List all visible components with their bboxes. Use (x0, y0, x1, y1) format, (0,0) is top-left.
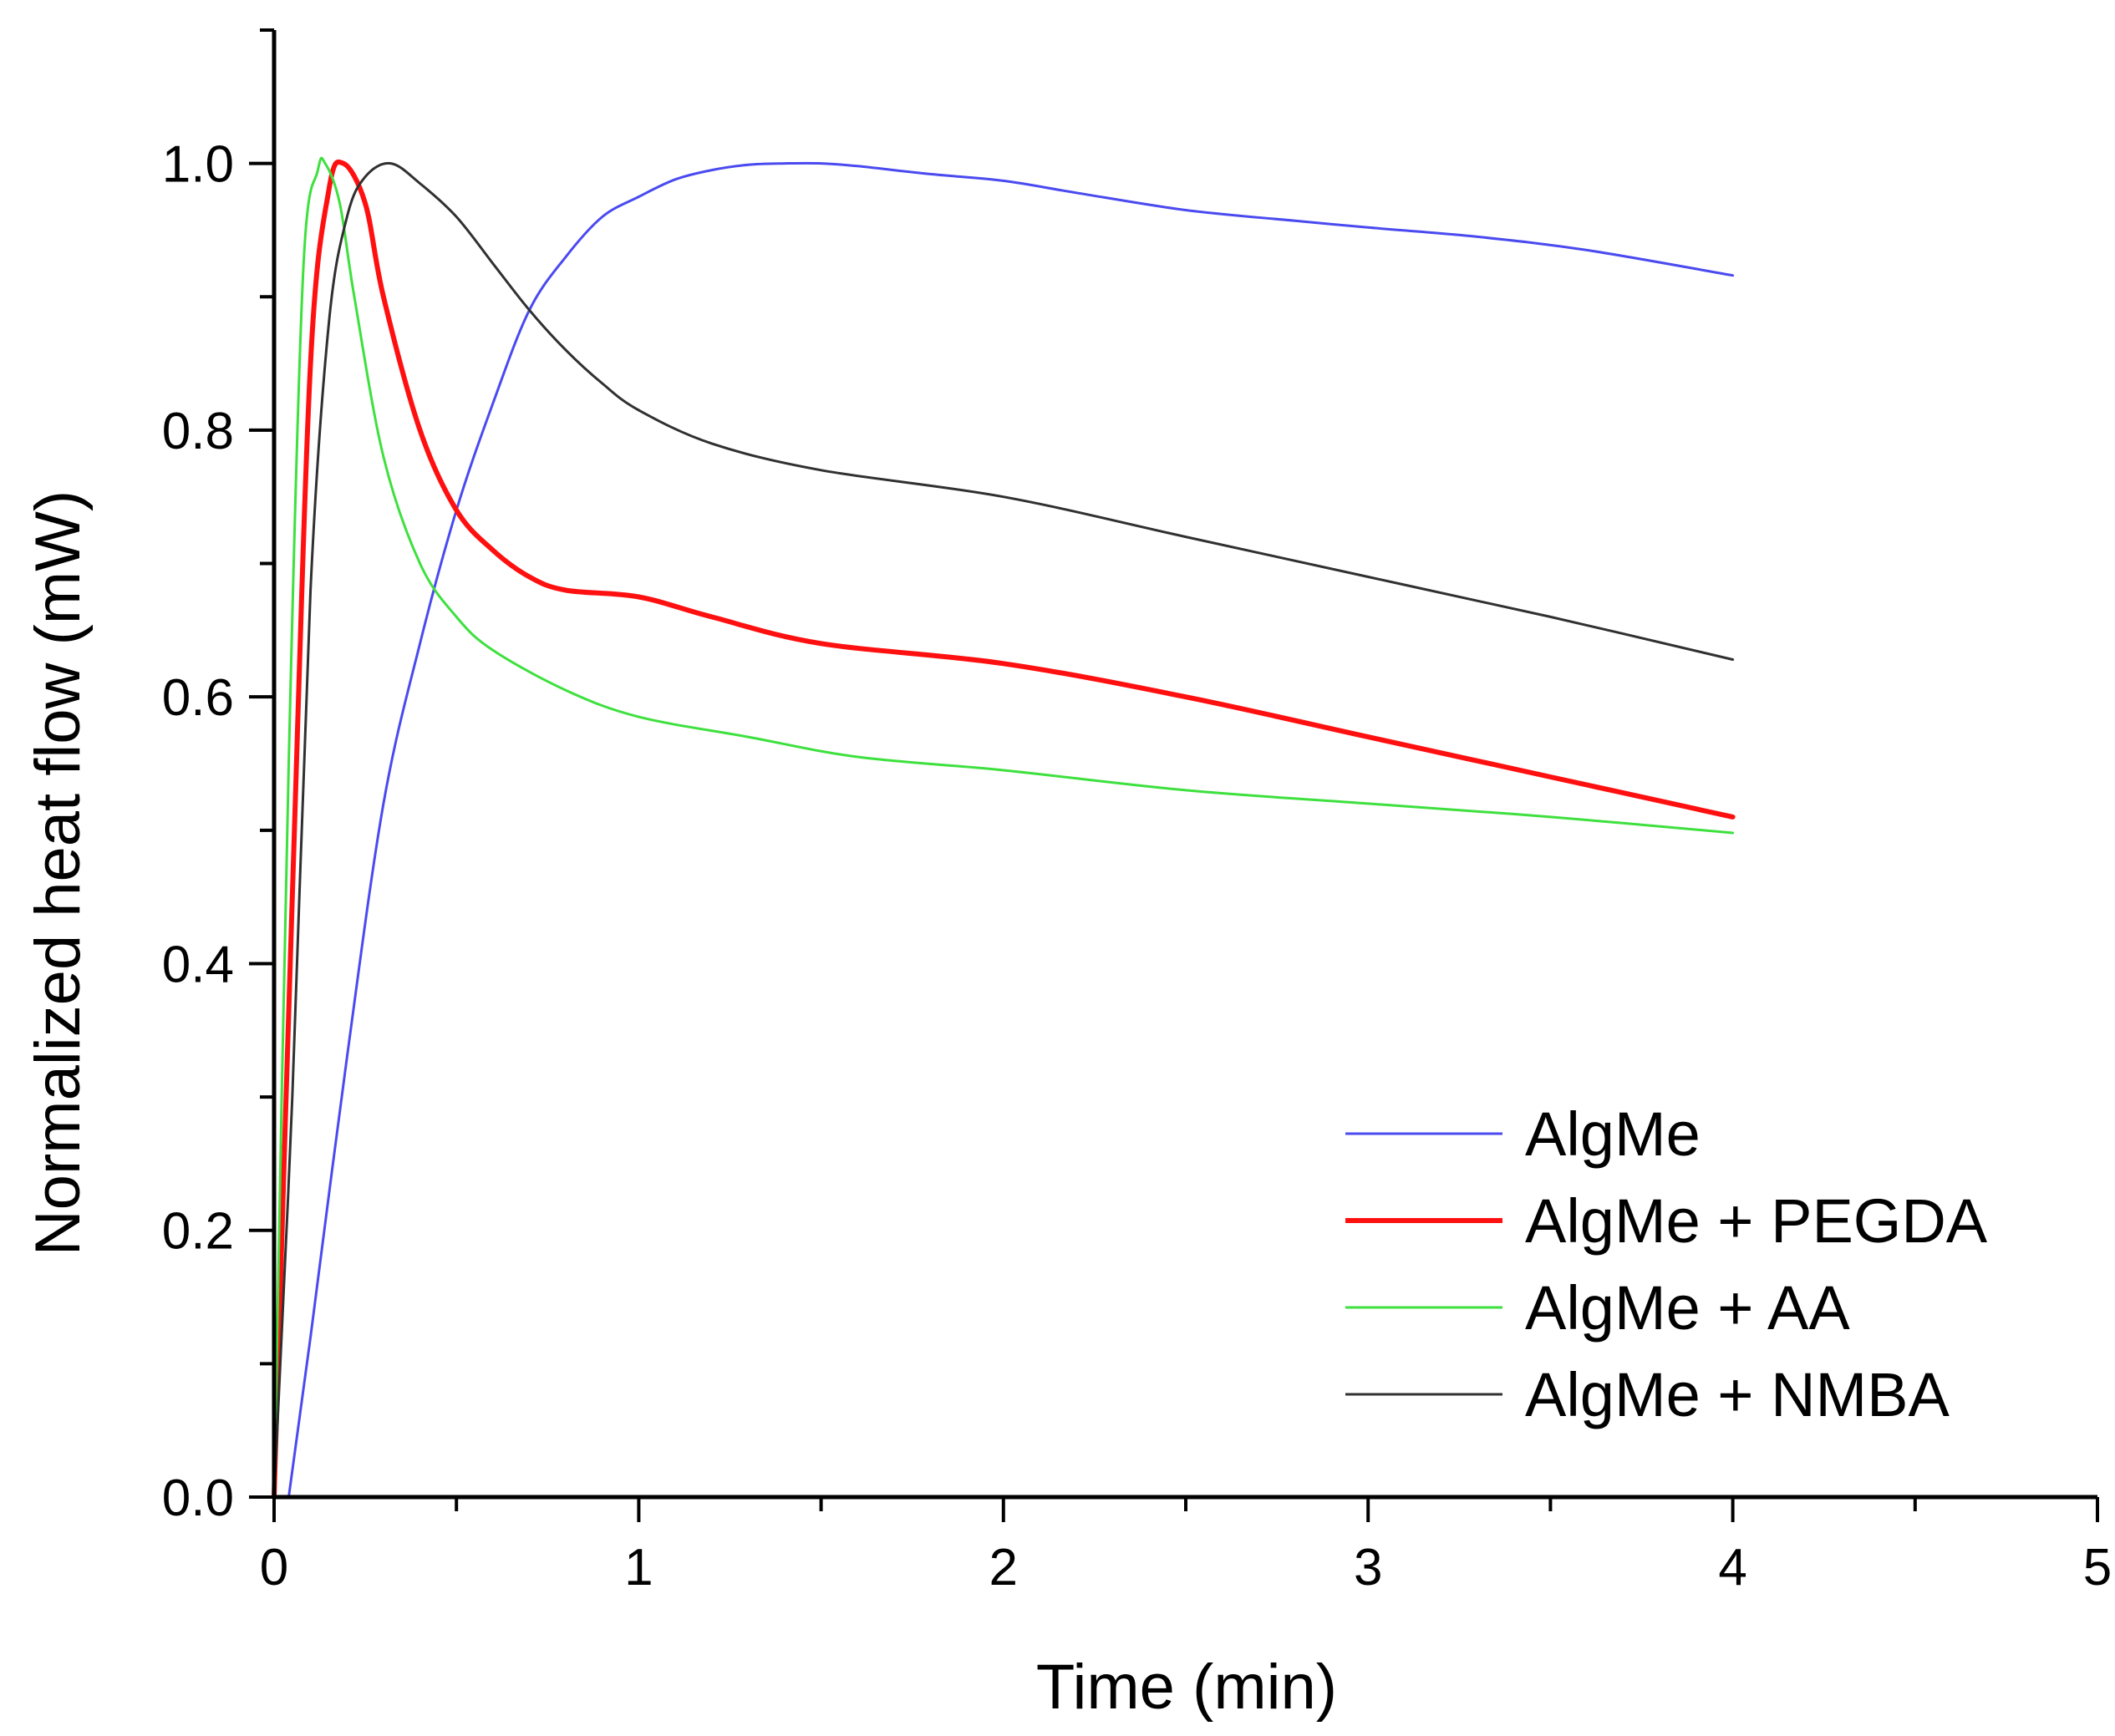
y-ticks: 0.0 0.2 0.4 0.6 0.8 1.0 (162, 28, 274, 1527)
plot-lines (272, 156, 1736, 1500)
y-tick-label-0: 0.0 (162, 1470, 234, 1527)
legend: AlgMe AlgMe + PEGDA AlgMe + AA AlgMe + NMBA (1345, 1099, 1988, 1429)
series-line-3 (272, 161, 1735, 1499)
x-tick-label-1: 1 (624, 1539, 653, 1596)
series-line-2 (272, 156, 1735, 1499)
y-tick-label-5: 1.0 (162, 136, 234, 194)
series-line-0 (287, 161, 1735, 1499)
y-tick-label-1: 0.2 (162, 1203, 234, 1261)
y-tick-label-4: 0.8 (162, 403, 234, 460)
x-tick-label-5: 5 (2083, 1539, 2112, 1596)
x-tick-label-0: 0 (260, 1539, 288, 1596)
y-tick-label-3: 0.6 (162, 669, 234, 727)
legend-label-2: AlgMe + AA (1525, 1273, 1850, 1343)
x-tick-label-2: 2 (989, 1539, 1018, 1596)
y-tick-label-2: 0.4 (162, 936, 234, 993)
series-line-1 (272, 159, 1736, 1500)
legend-label-0: AlgMe (1525, 1099, 1701, 1169)
x-ticks: 0 1 2 3 4 5 (260, 1497, 2112, 1596)
y-axis-title: Normalized heat flow (mW) (23, 490, 94, 1256)
x-tick-label-3: 3 (1354, 1539, 1382, 1596)
x-tick-label-4: 4 (1718, 1539, 1746, 1596)
x-axis-title: Time (min) (1036, 1652, 1337, 1723)
legend-label-3: AlgMe + NMBA (1525, 1360, 1950, 1429)
legend-label-1: AlgMe + PEGDA (1525, 1186, 1988, 1256)
